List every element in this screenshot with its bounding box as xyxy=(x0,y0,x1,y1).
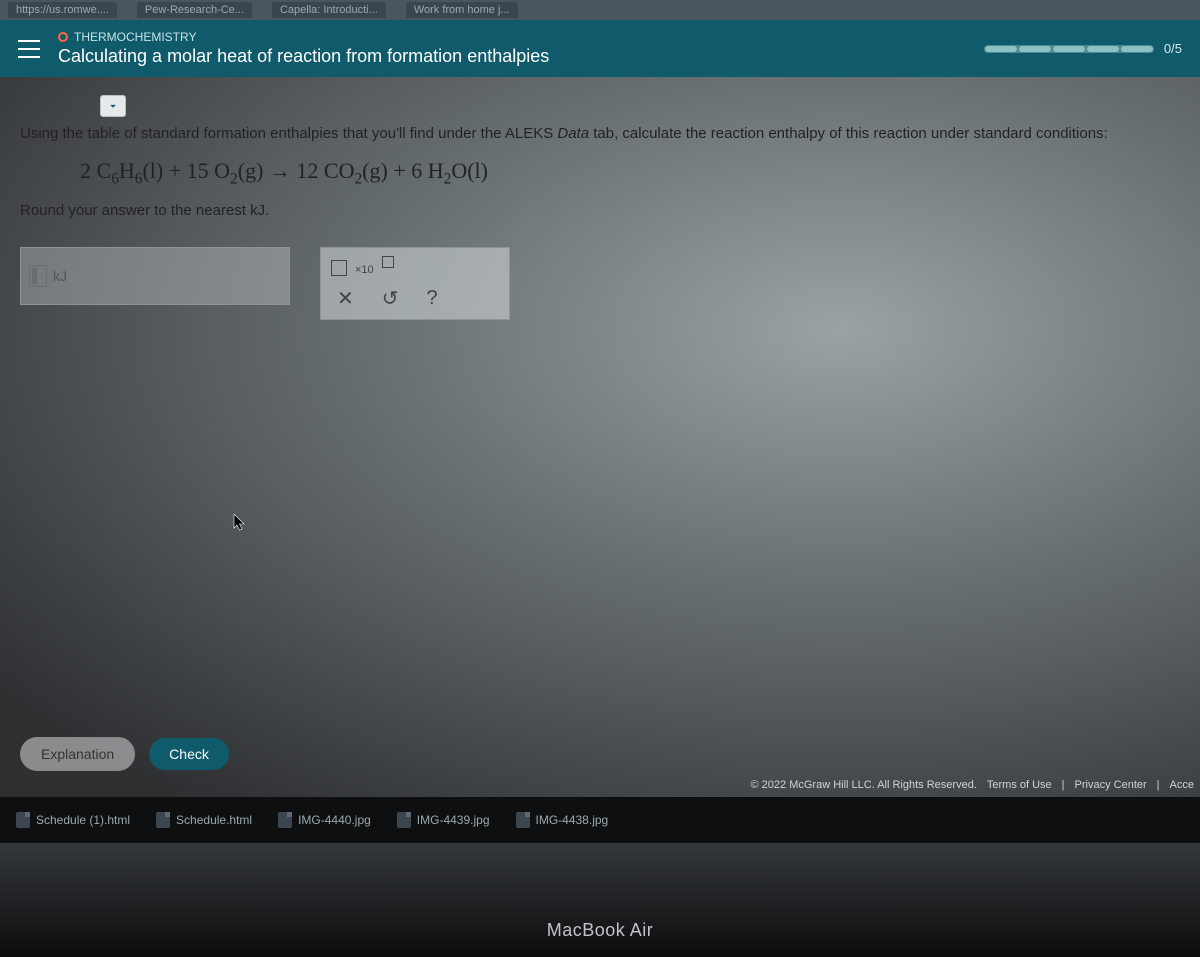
header-text: THERMOCHEMISTRY Calculating a molar heat… xyxy=(58,30,966,67)
rounding-instruction: Round your answer to the nearest kJ. xyxy=(20,202,1180,219)
file-icon xyxy=(278,812,292,828)
action-row: Explanation Check xyxy=(20,737,1200,771)
check-button[interactable]: Check xyxy=(149,738,229,770)
clear-button[interactable]: ✕ xyxy=(337,286,354,311)
math-toolbox: ×10 ✕ ↺ ? xyxy=(320,247,510,320)
download-item[interactable]: IMG-4440.jpg xyxy=(278,812,371,828)
privacy-link[interactable]: Privacy Center xyxy=(1075,779,1147,791)
download-item[interactable]: IMG-4438.jpg xyxy=(516,812,609,828)
exponent-box-icon xyxy=(382,256,394,268)
chevron-down-icon xyxy=(106,99,120,113)
download-item[interactable]: IMG-4439.jpg xyxy=(397,812,490,828)
help-button[interactable]: ? xyxy=(427,287,438,310)
laptop-chassis: MacBook Air xyxy=(0,843,1200,957)
browser-tab[interactable]: Capella: Introducti... xyxy=(272,2,386,18)
legal-footer: © 2022 McGraw Hill LLC. All Rights Reser… xyxy=(751,779,1194,791)
undo-button[interactable]: ↺ xyxy=(382,286,399,311)
progress-bar xyxy=(984,45,1154,53)
answer-input-box[interactable]: kJ xyxy=(20,247,290,305)
topic-name: THERMOCHEMISTRY xyxy=(74,30,196,44)
hamburger-menu-icon[interactable] xyxy=(18,40,40,58)
x10-label: ×10 xyxy=(355,264,374,276)
accessibility-link[interactable]: Acce xyxy=(1170,779,1194,791)
download-item[interactable]: Schedule.html xyxy=(156,812,252,828)
explanation-button[interactable]: Explanation xyxy=(20,737,135,771)
reaction-equation: 2 C6H6(l) + 15 O2(g) → 12 CO2(g) + 6 H2O… xyxy=(80,158,1180,188)
file-icon xyxy=(397,812,411,828)
sci-notation-tool[interactable]: ×10 xyxy=(331,256,499,276)
problem-prompt: Using the table of standard formation en… xyxy=(20,123,1180,144)
collapse-toggle[interactable] xyxy=(100,95,126,117)
progress-area: 0/5 xyxy=(984,41,1182,56)
file-icon xyxy=(516,812,530,828)
progress-count: 0/5 xyxy=(1164,41,1182,56)
topic-label: THERMOCHEMISTRY xyxy=(58,30,966,44)
download-shelf: Schedule (1).html Schedule.html IMG-4440… xyxy=(0,797,1200,843)
browser-url[interactable]: https://us.romwe.... xyxy=(8,2,117,18)
file-icon xyxy=(16,812,30,828)
download-item[interactable]: Schedule (1).html xyxy=(16,812,130,828)
browser-tab[interactable]: Work from home j... xyxy=(406,2,518,18)
answer-row: kJ ×10 ✕ ↺ ? xyxy=(20,247,1180,320)
terms-link[interactable]: Terms of Use xyxy=(987,779,1052,791)
lesson-header: THERMOCHEMISTRY Calculating a molar heat… xyxy=(0,20,1200,77)
browser-tab-strip: https://us.romwe.... Pew-Research-Ce... … xyxy=(0,0,1200,20)
unit-label: kJ xyxy=(53,268,67,284)
copyright-text: © 2022 McGraw Hill LLC. All Rights Reser… xyxy=(751,779,977,791)
device-label: MacBook Air xyxy=(547,920,654,941)
lesson-title: Calculating a molar heat of reaction fro… xyxy=(58,46,966,67)
browser-tab[interactable]: Pew-Research-Ce... xyxy=(137,2,252,18)
topic-indicator-icon xyxy=(58,32,68,42)
box-icon xyxy=(331,260,347,276)
mouse-cursor-icon xyxy=(233,514,247,537)
file-icon xyxy=(156,812,170,828)
problem-area: Using the table of standard formation en… xyxy=(0,77,1200,797)
keypad-icon[interactable] xyxy=(29,265,47,287)
